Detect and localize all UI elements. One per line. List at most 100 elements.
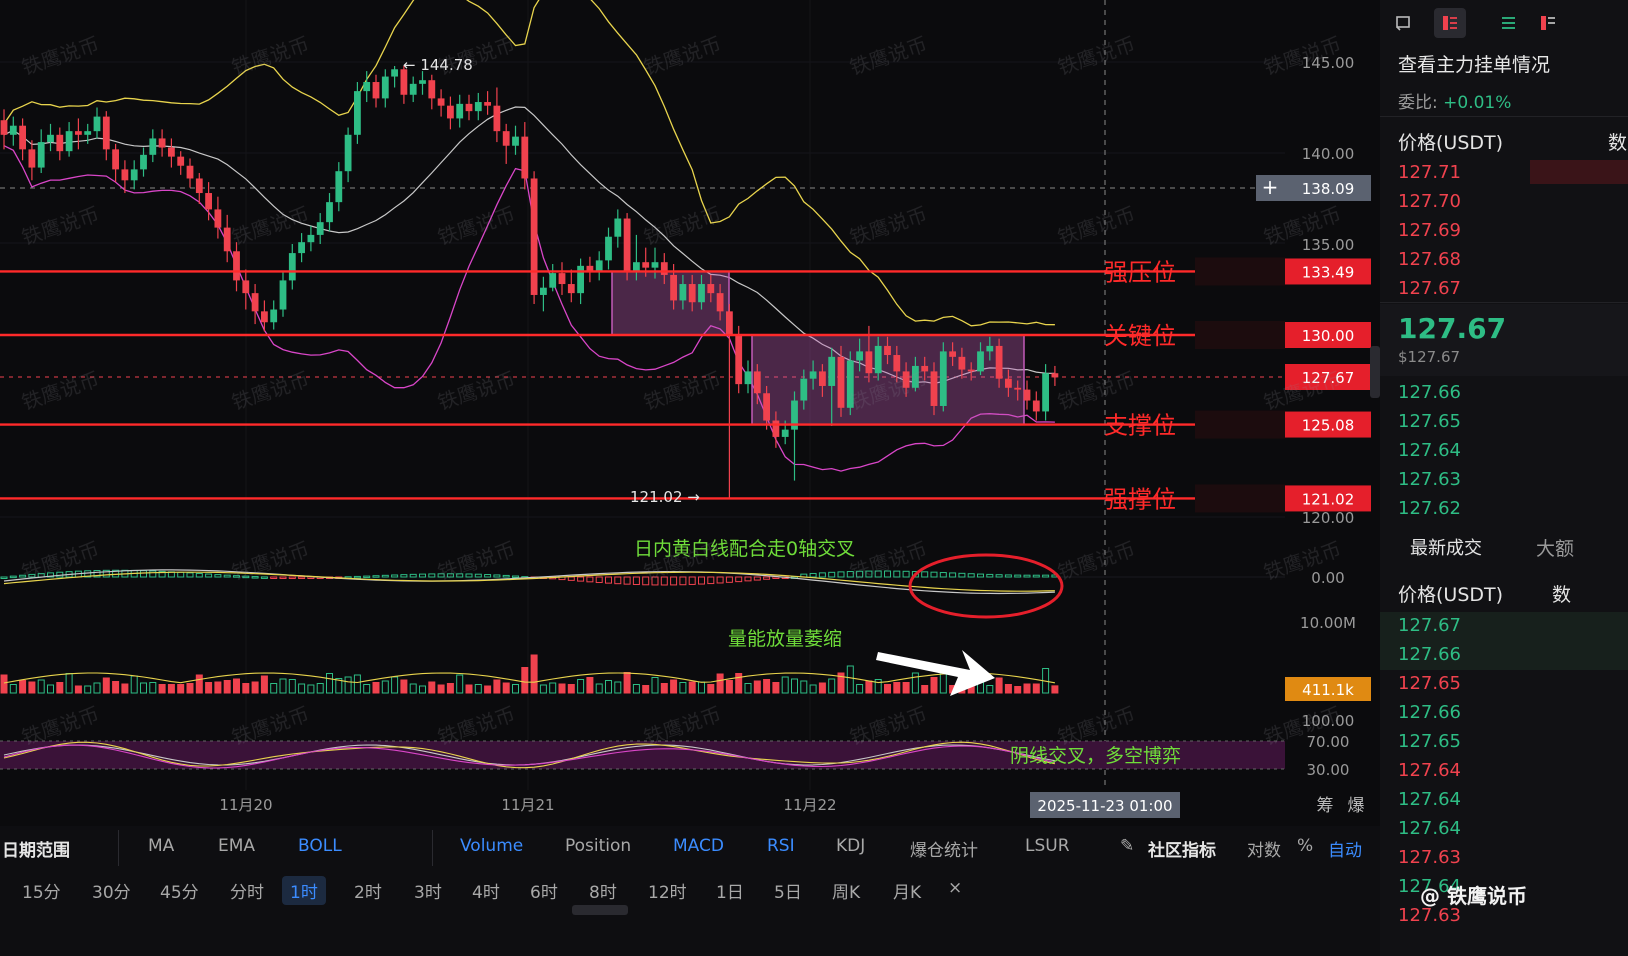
- edit-icon[interactable]: ✎: [1120, 836, 1135, 856]
- trade-row[interactable]: 127.63: [1398, 905, 1461, 926]
- candle-body: [846, 360, 854, 408]
- trade-row[interactable]: 127.64: [1398, 760, 1461, 781]
- boll-lower-line: [3, 145, 1055, 472]
- trade-row[interactable]: 127.66: [1398, 644, 1461, 665]
- volume-bar: [716, 673, 724, 694]
- trade-row[interactable]: 127.64: [1398, 876, 1461, 897]
- trades-price-header: 价格(USDT): [1398, 584, 1504, 606]
- macd-bar: [205, 573, 213, 578]
- price-chart[interactable]: 强压位 133.49 关键位 130.00 支撑位 125.08 强撑位 121.02 145.…: [0, 0, 1380, 860]
- bid-row[interactable]: 127.66: [1398, 382, 1461, 403]
- ask-row[interactable]: 127.68: [1398, 249, 1461, 270]
- ask-row[interactable]: 127.71: [1398, 162, 1461, 183]
- level-price-tag-3: [1285, 485, 1371, 512]
- candle-body: [791, 400, 798, 430]
- interval-14[interactable]: 周K: [832, 883, 861, 903]
- indicator-13[interactable]: 对数: [1247, 841, 1281, 861]
- interval-12[interactable]: 1日: [716, 883, 744, 903]
- candle-body: [474, 102, 482, 112]
- macd-bar: [809, 572, 817, 578]
- indicator-5[interactable]: Volume: [460, 836, 524, 856]
- macd-bar: [837, 571, 845, 578]
- bid-row[interactable]: 127.65: [1398, 411, 1461, 432]
- indicator-11[interactable]: LSUR: [1025, 836, 1070, 856]
- interval-8[interactable]: 4时: [472, 883, 500, 903]
- bid-row[interactable]: 127.64: [1398, 440, 1461, 461]
- indicator-15[interactable]: 自动: [1328, 841, 1362, 861]
- interval-1[interactable]: 15分: [22, 883, 61, 903]
- candle-body: [921, 365, 929, 372]
- interval-3[interactable]: 45分: [160, 883, 199, 903]
- interval-9[interactable]: 6时: [530, 883, 558, 903]
- macd-bar: [474, 573, 482, 578]
- trades-title[interactable]: 最新成交: [1410, 538, 1482, 559]
- interval-15[interactable]: 月K: [893, 883, 922, 903]
- interval-4[interactable]: 分时: [230, 883, 264, 903]
- candle-body: [326, 202, 333, 223]
- volume-bar: [577, 679, 585, 694]
- ask-row[interactable]: 127.70: [1398, 191, 1461, 212]
- trade-row[interactable]: 127.67: [1398, 615, 1461, 636]
- candle-body: [502, 131, 510, 146]
- boll-upper-line: [3, 0, 1055, 327]
- bid-row[interactable]: 127.62: [1398, 498, 1461, 519]
- interval-7[interactable]: 3时: [414, 883, 442, 903]
- macd-bar: [149, 570, 157, 578]
- tab-orderbook-icon[interactable]: [1434, 8, 1466, 38]
- volume-bar: [605, 680, 612, 694]
- trade-row[interactable]: 127.65: [1398, 673, 1461, 694]
- ask-row[interactable]: 127.69: [1398, 220, 1461, 241]
- interval-16[interactable]: ×: [948, 878, 963, 898]
- macd-bar: [9, 575, 17, 579]
- y-tick-label: 145.00: [1302, 54, 1355, 72]
- volume-bar: [893, 682, 901, 694]
- trade-row[interactable]: 127.63: [1398, 847, 1461, 868]
- trade-row[interactable]: 127.65: [1398, 731, 1461, 752]
- interval-6[interactable]: 2时: [354, 883, 382, 903]
- tab-depth-icon[interactable]: [1388, 8, 1420, 38]
- indicator-8[interactable]: RSI: [767, 836, 795, 856]
- y-tick-label: 140.00: [1302, 145, 1355, 163]
- trade-row[interactable]: 127.64: [1398, 818, 1461, 839]
- candle-body: [800, 378, 808, 401]
- indicator-7[interactable]: MACD: [673, 836, 724, 856]
- collapse-handle[interactable]: [572, 905, 628, 915]
- x-tick-label: 11月21: [501, 796, 554, 814]
- interval-5[interactable]: 1时: [282, 876, 326, 905]
- signature: @ 铁鹰说币: [1420, 884, 1527, 908]
- macd-bar: [716, 576, 724, 584]
- candle-body: [902, 371, 910, 388]
- volume-bar: [642, 685, 650, 694]
- candle-body: [809, 371, 817, 379]
- macd-bar: [93, 569, 101, 578]
- candle-body: [140, 154, 147, 170]
- macd-bar: [456, 573, 464, 578]
- interval-11[interactable]: 12时: [648, 883, 687, 903]
- bid-row[interactable]: 127.63: [1398, 469, 1461, 490]
- trade-row[interactable]: 127.66: [1398, 702, 1461, 723]
- interval-2[interactable]: 30分: [92, 883, 131, 903]
- indicator-14[interactable]: %: [1297, 836, 1314, 856]
- indicator-6[interactable]: Position: [565, 836, 632, 856]
- indicator-3[interactable]: EMA: [218, 836, 256, 856]
- volume-bar: [372, 682, 380, 694]
- indicator-1[interactable]: 日期范围: [2, 841, 70, 861]
- tab-asks-icon[interactable]: [1532, 8, 1564, 38]
- indicator-9[interactable]: KDJ: [836, 836, 866, 856]
- tab-bids-icon[interactable]: [1492, 8, 1524, 38]
- indicator-10[interactable]: 爆仓统计: [910, 841, 978, 861]
- ask-row[interactable]: 127.67: [1398, 278, 1461, 299]
- interval-10[interactable]: 8时: [589, 883, 617, 903]
- trades-title-large[interactable]: 大额: [1536, 538, 1575, 560]
- panel-title[interactable]: 查看主力挂单情况: [1398, 54, 1551, 76]
- volume-bar: [902, 682, 910, 694]
- candle-body: [28, 149, 36, 168]
- indicator-12[interactable]: 社区指标: [1148, 841, 1216, 861]
- volume-bar: [614, 681, 622, 694]
- candle-body: [986, 345, 994, 352]
- macd-bar: [484, 574, 492, 578]
- indicator-4[interactable]: BOLL: [298, 836, 342, 856]
- trade-row[interactable]: 127.64: [1398, 789, 1461, 810]
- interval-13[interactable]: 5日: [774, 883, 802, 903]
- indicator-2[interactable]: MA: [148, 836, 175, 856]
